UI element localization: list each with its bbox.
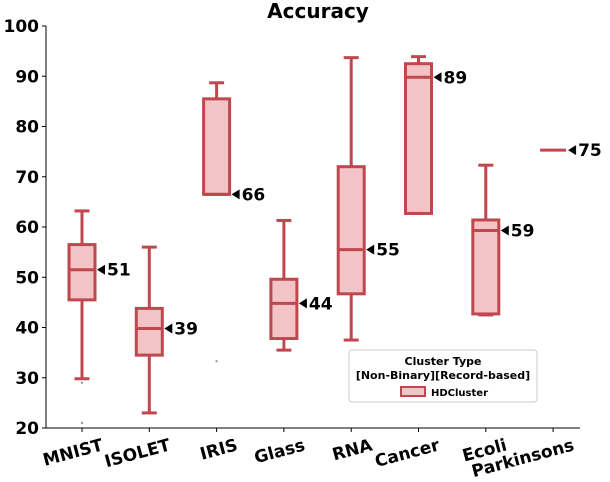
median-marker (500, 225, 509, 236)
box-mnist: 51 (67, 209, 131, 425)
box-isolet: 39 (134, 245, 198, 415)
y-tick-label: 60 (15, 218, 39, 238)
legend-title-line2: [Non-Binary][Record-based] (356, 369, 530, 382)
box-iris: 66 (202, 81, 266, 363)
median-marker (568, 145, 577, 156)
median-label: 51 (107, 261, 131, 281)
median-label: 89 (444, 68, 468, 88)
median-marker (433, 72, 442, 83)
median-label: 55 (376, 241, 400, 261)
y-tick-label: 80 (15, 118, 39, 138)
box-ecoli: 59 (471, 163, 535, 317)
y-tick-label: 40 (15, 319, 39, 339)
y-tick-label: 100 (4, 17, 40, 37)
y-tick-label: 50 (15, 268, 39, 288)
iqr-box (404, 62, 433, 215)
legend-frame (348, 349, 538, 403)
y-tick-label: 70 (15, 168, 39, 188)
median-label: 75 (578, 141, 602, 161)
iqr-box (67, 243, 97, 302)
median-marker (97, 264, 105, 275)
iqr-box (202, 97, 232, 196)
median-label: 39 (174, 320, 198, 340)
x-tick-label: RNA (330, 435, 375, 465)
legend-swatch-hdcluster (400, 386, 426, 397)
box-rna: 55 (336, 56, 400, 342)
chart-title: Accuracy (267, 0, 369, 23)
outlier-point (80, 381, 84, 384)
median-marker (231, 189, 240, 200)
iqr-box (134, 306, 164, 357)
y-tick-label: 20 (15, 419, 39, 439)
y-tick-label: 90 (15, 67, 39, 87)
x-tick-label: IRIS (198, 436, 240, 465)
median-label: 44 (309, 294, 333, 314)
iqr-box (336, 165, 366, 296)
legend: Cluster Type [Non-Binary][Record-based] … (348, 349, 538, 403)
iqr-box (471, 218, 501, 316)
outlier-point (80, 421, 84, 425)
median-label: 59 (511, 222, 535, 242)
box-cancer: 89 (404, 55, 468, 215)
x-tick-label: MNIST (41, 435, 106, 470)
x-tick-label: Glass (252, 436, 307, 469)
legend-title-line1: Cluster Type (405, 355, 482, 368)
outlier-point (215, 359, 218, 363)
median-marker (366, 244, 375, 255)
x-tick-label: ISOLET (103, 435, 173, 472)
iqr-box (269, 277, 299, 341)
box-plot-series: 51 39 66 44 55 89 59 75 (67, 55, 602, 425)
median-marker (164, 323, 173, 334)
box-parkinsons: 75 (540, 141, 602, 161)
x-tick-label: Cancer (373, 435, 443, 472)
legend-entry-hdcluster: HDCluster (431, 388, 488, 399)
median-label: 66 (242, 185, 266, 205)
y-tick-label: 30 (15, 369, 39, 389)
box-glass: 44 (269, 218, 333, 352)
median-marker (298, 298, 307, 309)
